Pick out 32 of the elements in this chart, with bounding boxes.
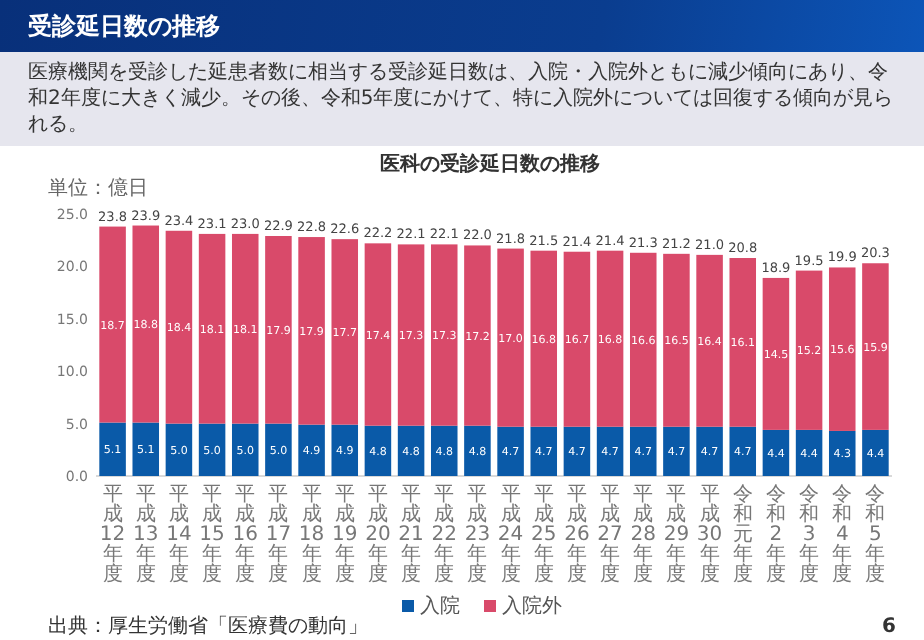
x-tick-label: 平成25年度 [531, 484, 557, 586]
chart-subtitle: 医療機関を受診した延患者数に相当する受診延日数は、入院・入院外ともに減少傾向にあり、令和2年度に大きく減少。その後、令和5年度にかけて、特に入院外については回復する傾向が見られる。 [0, 52, 924, 146]
x-tick-label: 平成23年度 [464, 484, 491, 586]
x-tick-label: 平成29年度 [663, 484, 690, 586]
x-tick-label: 平成26年度 [564, 484, 590, 586]
x-tick-label: 平成24年度 [497, 484, 524, 586]
x-tick-label: 平成21年度 [398, 484, 424, 586]
chart-title: 受診延日数の推移 [0, 0, 924, 52]
x-tick-label: 令和元年度 [732, 482, 753, 586]
x-tick-label: 平成17年度 [265, 484, 292, 586]
text: 医科の受診延日数の推移 [380, 152, 600, 176]
legend-label: 入院外 [502, 594, 562, 618]
x-tick-label: 令和5年度 [865, 482, 886, 586]
x-tick-label: 平成18年度 [298, 484, 325, 586]
text: 単位：億日 [48, 176, 148, 200]
x-tick-label: 令和4年度 [832, 482, 853, 586]
x-tick-label: 平成19年度 [332, 484, 358, 586]
x-tick-label: 平成27年度 [597, 484, 623, 586]
x-tick-label: 平成20年度 [365, 484, 391, 586]
x-tick-label: 平成30年度 [696, 484, 723, 586]
x-tick-label: 平成12年度 [99, 484, 126, 586]
source-note: 出典：厚生労働省「医療費の動向」 [48, 614, 368, 638]
x-tick-label: 平成14年度 [166, 484, 192, 586]
x-tick-label: 平成22年度 [431, 484, 457, 586]
x-tick-label: 平成28年度 [630, 484, 656, 586]
x-tick-label: 平成16年度 [232, 484, 258, 586]
x-tick-label: 令和2年度 [765, 482, 786, 586]
legend-label: 入院 [420, 594, 460, 618]
x-tick-label: 平成15年度 [199, 484, 225, 586]
text: 6 [882, 616, 897, 638]
x-tick-label: 令和3年度 [799, 482, 820, 586]
x-tick-label: 平成13年度 [133, 484, 159, 586]
